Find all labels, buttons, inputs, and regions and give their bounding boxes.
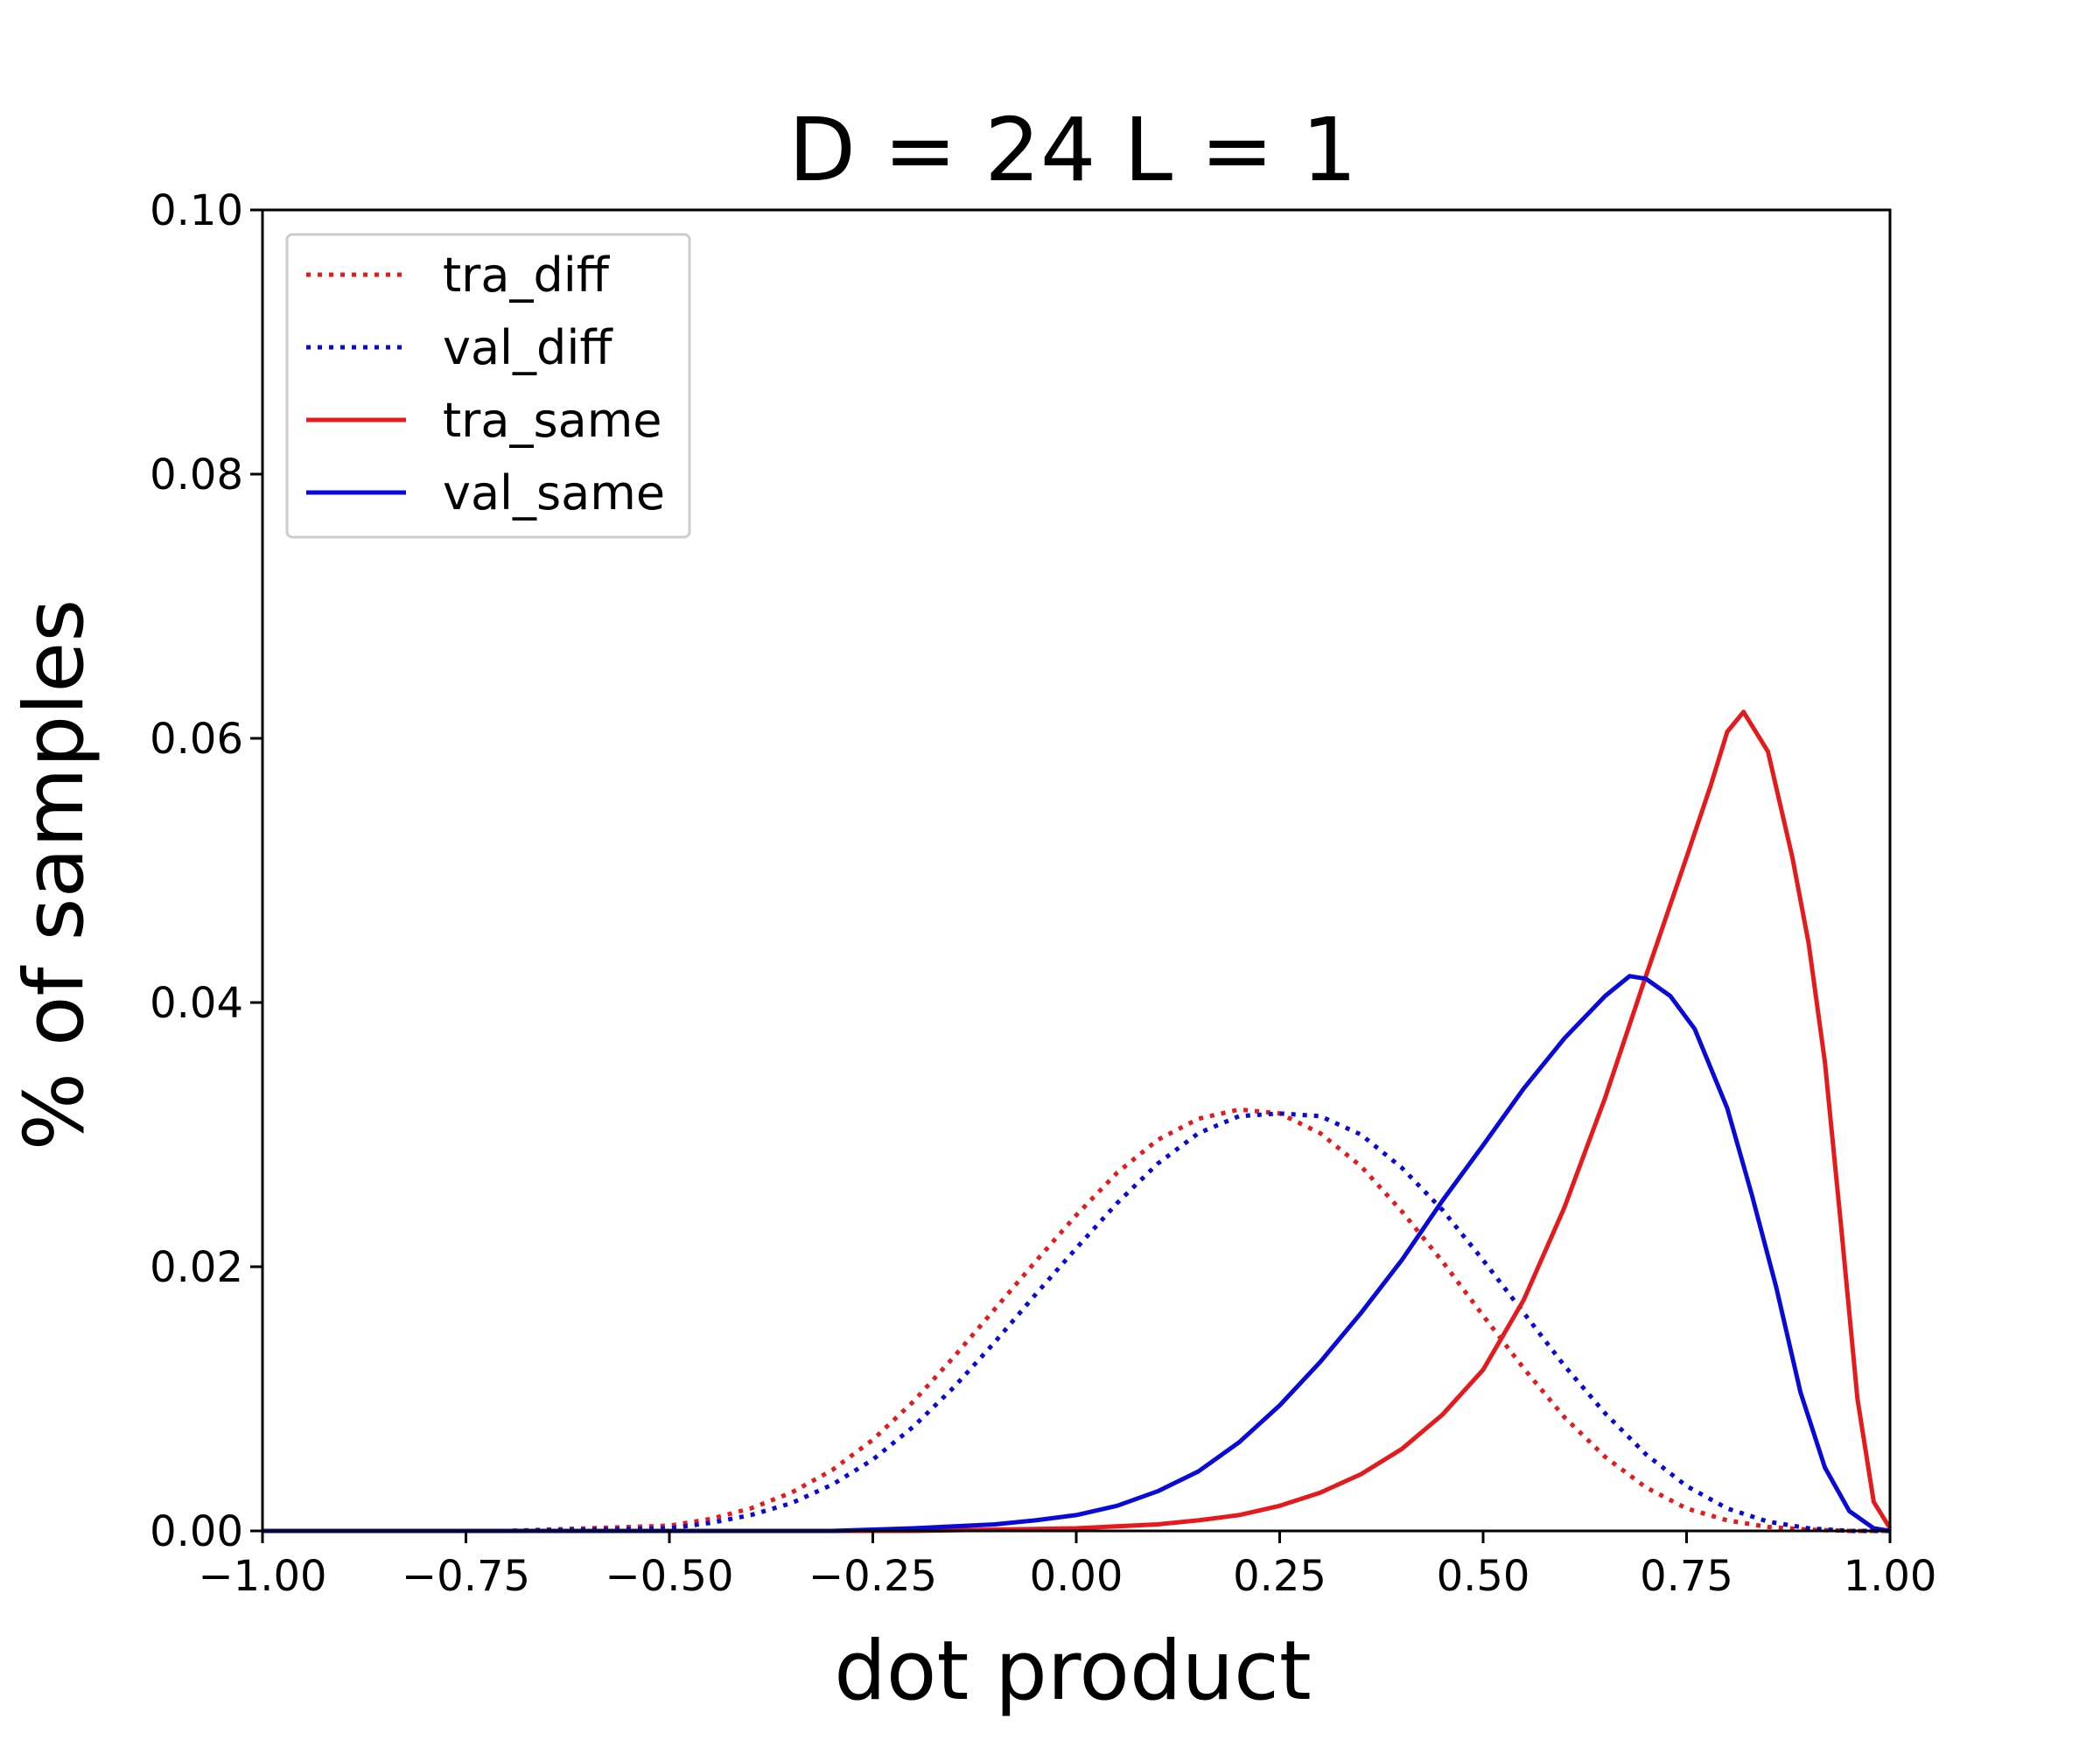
y-tick-label: 0.02 (150, 1243, 243, 1292)
series-line-tra_same (262, 709, 1893, 1534)
y-tick-label: 0.04 (150, 979, 243, 1028)
legend-label-tra_diff: tra_diff (443, 248, 611, 303)
x-tick-label: 0.25 (1233, 1552, 1326, 1601)
legend-box (285, 233, 691, 539)
axes: −1.00 −0.75 −0.50 −0.25 0.00 0.25 0.50 0.75 1.00… (150, 186, 1936, 1601)
y-axis-label: % of samples (7, 599, 102, 1150)
legend-label-val_diff: val_diff (443, 320, 613, 375)
x-tick-label: −0.25 (808, 1552, 937, 1601)
y-tick-label: 0.06 (150, 715, 243, 764)
x-tick-label: 0.00 (1030, 1552, 1124, 1601)
x-tick-label: −0.75 (402, 1552, 530, 1601)
x-axis-label: dot product (834, 1624, 1311, 1719)
x-tick-label: 0.50 (1437, 1552, 1530, 1601)
plot-area (262, 709, 1893, 1534)
legend: tra_diff val_diff tra_same val_same (285, 233, 691, 539)
y-tick-label: 0.00 (150, 1507, 243, 1556)
series-line-val_same (262, 974, 1891, 1534)
x-tick-label: −1.00 (198, 1552, 326, 1601)
series-line-val_diff (262, 1111, 1890, 1534)
legend-label-val_same: val_same (443, 465, 665, 521)
chart-title: D = 24 L = 1 (788, 99, 1357, 201)
x-tick-label: −0.50 (605, 1552, 733, 1601)
y-tick-label: 0.08 (150, 451, 243, 500)
y-tick-label: 0.10 (150, 186, 243, 235)
x-tick-label: 1.00 (1844, 1552, 1937, 1601)
series-line-tra_diff (262, 1107, 1890, 1534)
x-tick-label: 0.75 (1640, 1552, 1733, 1601)
legend-label-tra_same: tra_same (443, 393, 662, 448)
